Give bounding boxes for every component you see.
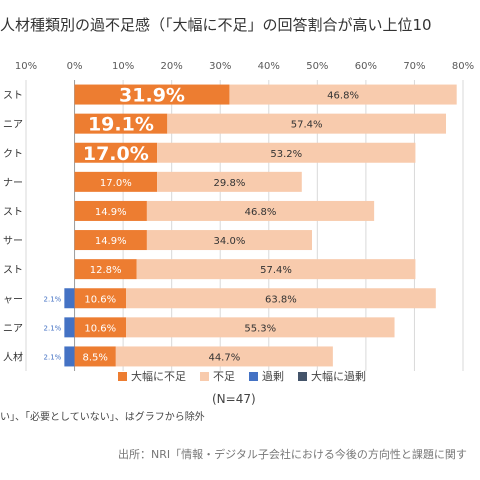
x-tick-label: 30%: [209, 61, 231, 72]
data-label: 17.0%: [100, 178, 132, 189]
legend-label: 大幅に過剰: [311, 370, 366, 383]
bar-segment: [64, 317, 75, 338]
x-tick-label: 80%: [452, 61, 474, 72]
x-tick-label: 40%: [258, 61, 280, 72]
data-label: 57.4%: [260, 265, 292, 276]
legend-item: 大幅に不足: [118, 368, 186, 384]
bar-segment: [64, 288, 75, 309]
data-label: 10.6%: [84, 294, 116, 305]
bar-segment: [74, 200, 147, 221]
category-label: クト: [3, 148, 23, 160]
bar-segment: [74, 142, 158, 163]
x-tick-label: 10%: [15, 61, 37, 72]
data-label: 63.8%: [265, 294, 297, 305]
data-label: 29.8%: [214, 178, 246, 189]
legend-label: 過剰: [262, 370, 284, 383]
x-tick-label: 50%: [306, 61, 328, 72]
category-label: ニア: [3, 323, 23, 334]
bar-segment: [74, 346, 116, 367]
chart-title: 人材種類別の過不足感（「大幅に不足」の回答割合が高い上位10: [0, 16, 432, 34]
category-label: サー: [3, 235, 23, 247]
data-label: 34.0%: [214, 236, 246, 247]
data-label: 19.1%: [88, 114, 154, 136]
data-label: 55.3%: [244, 323, 276, 334]
category-label: 人材: [3, 350, 23, 363]
data-label: 57.4%: [291, 120, 323, 131]
bar-segment: [146, 200, 375, 221]
bar-segment: [157, 171, 302, 192]
category-label: ナー: [3, 177, 23, 189]
legend-item: 不足: [200, 368, 235, 384]
data-label: 31.9%: [119, 85, 185, 107]
data-label: 12.8%: [90, 265, 122, 276]
data-label: 14.9%: [95, 236, 127, 247]
bar-segment: [126, 317, 395, 338]
data-label: 2.1%: [44, 324, 62, 332]
x-tick-label: 20%: [161, 61, 183, 72]
bar-segment: [157, 142, 416, 163]
data-label: 17.0%: [83, 143, 149, 165]
data-label: 8.5%: [82, 352, 107, 363]
bar-segment: [146, 230, 312, 251]
bar-segment: [74, 288, 127, 309]
sample-size-note: (N=47): [212, 392, 256, 406]
bar-segment: [74, 171, 158, 192]
source-note: 出所：NRI「情報・デジタル子会社における今後の方向性と課題に関す: [118, 448, 467, 461]
bar-segment: [229, 84, 457, 105]
bar-segment: [136, 259, 416, 280]
legend-item: 過剰: [249, 368, 284, 384]
legend-label: 大幅に不足: [131, 370, 186, 383]
bar-segment: [167, 113, 447, 134]
legend-swatch: [200, 371, 209, 381]
x-tick-label: 70%: [403, 61, 425, 72]
bar-segment: [74, 84, 230, 105]
bar-segment: [115, 346, 333, 367]
bar-segment: [64, 346, 75, 367]
bar-segment: [74, 259, 137, 280]
data-label: 2.1%: [44, 353, 62, 361]
footnote: い」、「必要としていない」、はグラフから除外: [0, 412, 205, 423]
legend-swatch: [298, 371, 307, 381]
data-label: 53.2%: [270, 149, 302, 160]
data-label: 46.8%: [245, 207, 277, 218]
bar-segment: [74, 230, 147, 251]
bar-segment: [74, 317, 127, 338]
category-label: ャー: [3, 294, 23, 305]
data-label: 2.1%: [44, 295, 62, 303]
category-label: スト: [3, 91, 23, 102]
data-label: 44.7%: [208, 352, 240, 363]
category-label: スト: [3, 207, 23, 218]
x-tick-label: 0%: [67, 61, 83, 72]
data-label: 10.6%: [84, 323, 116, 334]
bar-segment: [74, 113, 168, 134]
category-label: スト: [3, 265, 23, 276]
data-label: 14.9%: [95, 207, 127, 218]
x-tick-label: 10%: [112, 61, 134, 72]
category-label: ニア: [3, 120, 23, 131]
legend-swatch: [118, 371, 127, 381]
legend-item: 大幅に過剰: [298, 368, 366, 384]
legend-swatch: [249, 371, 258, 381]
legend-label: 不足: [213, 370, 235, 383]
chart-legend: 大幅に不足 不足 過剰 大幅に過剰: [118, 368, 366, 384]
data-label: 46.8%: [327, 91, 359, 102]
x-tick-label: 60%: [355, 61, 377, 72]
bar-segment: [126, 288, 436, 309]
